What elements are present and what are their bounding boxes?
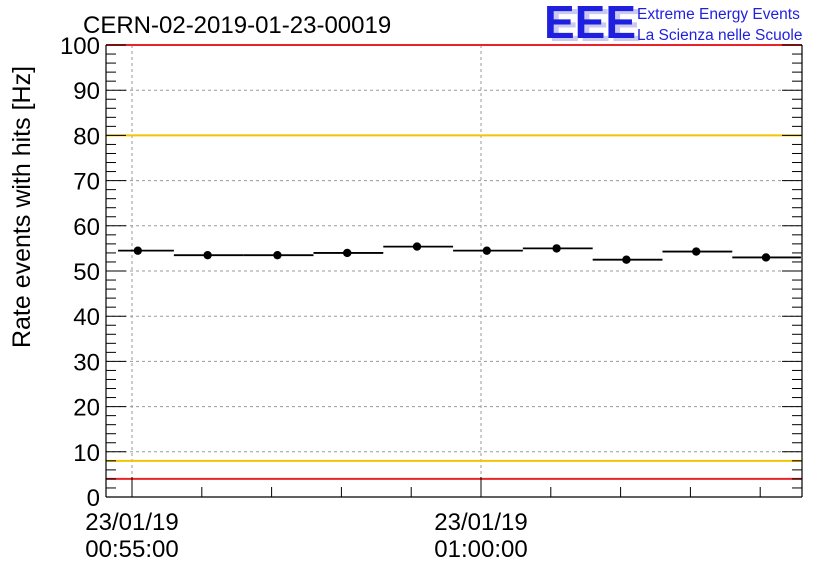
data-point xyxy=(343,248,352,258)
x-tick-label-date: 23/01/19 xyxy=(85,509,178,536)
data-point xyxy=(552,244,561,253)
y-axis-label: Rate events with hits [Hz] xyxy=(8,66,36,348)
data-point xyxy=(692,247,701,256)
y-tick-label: 10 xyxy=(73,440,100,467)
y-axis: 0 10 20 30 40 50 60 70 80 90 100 xyxy=(60,33,802,512)
data-point xyxy=(273,250,282,260)
y-tick-label: 50 xyxy=(73,259,100,286)
chart-title: CERN-02-2019-01-23-00019 xyxy=(83,12,391,39)
y-tick-label: 0 xyxy=(87,485,100,512)
x-tick-label-date: 23/01/19 xyxy=(434,509,527,536)
y-tick-label: 40 xyxy=(73,304,100,331)
logo-line-1: Extreme Energy Events xyxy=(637,6,800,23)
data-point xyxy=(203,250,212,260)
logo-line-2: La Scienza nelle Scuole xyxy=(637,27,802,44)
data-series xyxy=(118,242,801,264)
eee-logo: EEE EEE Extreme Energy Events La Scienza… xyxy=(544,0,802,51)
logo-mark-shadow: EEE xyxy=(549,0,641,51)
data-point xyxy=(482,246,492,255)
data-point xyxy=(622,255,631,264)
x-tick-label-time: 01:00:00 xyxy=(434,536,527,563)
x-tick-label-time: 00:55:00 xyxy=(85,536,178,563)
grid xyxy=(106,45,802,497)
y-tick-label: 20 xyxy=(73,395,100,422)
data-point xyxy=(133,246,143,255)
y-tick-label: 30 xyxy=(73,349,100,376)
reference-lines xyxy=(106,44,802,480)
y-tick-label: 70 xyxy=(73,169,100,196)
data-point xyxy=(412,242,422,251)
y-tick-label: 90 xyxy=(73,78,100,105)
data-point xyxy=(761,253,771,262)
y-tick-label: 80 xyxy=(73,123,100,150)
y-tick-label: 100 xyxy=(60,33,100,60)
y-tick-label: 60 xyxy=(73,214,100,241)
logo-mark: EEE xyxy=(544,0,636,48)
